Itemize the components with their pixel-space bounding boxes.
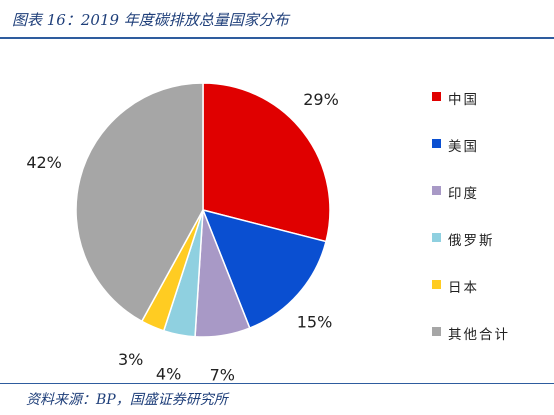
pie-label-russia: 4% [156, 365, 181, 384]
pie-label-india: 7% [210, 366, 235, 385]
pie-label-japan: 3% [118, 350, 143, 369]
legend-swatch-india [432, 186, 441, 195]
pie-labels: 29% 15% 7% 4% 3% 42% [26, 90, 338, 384]
source-rule [0, 383, 554, 384]
legend-item-usa: 美国 [432, 135, 510, 182]
pie-slice-others [75, 82, 204, 323]
title-rule [0, 37, 554, 39]
legend-swatch-china [432, 92, 441, 101]
pie-label-others: 42% [26, 153, 62, 172]
legend-item-india: 印度 [432, 182, 510, 229]
legend-label-india: 印度 [448, 186, 479, 202]
legend: 中国 美国 印度 俄罗斯 日本 其他合计 [432, 88, 510, 370]
legend-label-china: 中国 [448, 92, 479, 108]
legend-swatch-japan [432, 280, 441, 289]
legend-label-usa: 美国 [448, 139, 479, 155]
legend-swatch-usa [432, 139, 441, 148]
legend-item-japan: 日本 [432, 276, 510, 323]
legend-label-japan: 日本 [448, 280, 479, 296]
legend-label-russia: 俄罗斯 [448, 233, 495, 249]
source-note: 资料来源：BP，国盛证券研究所 [26, 392, 228, 408]
legend-item-china: 中国 [432, 88, 510, 135]
legend-item-others: 其他合计 [432, 323, 510, 370]
legend-swatch-others [432, 327, 441, 336]
chart-title: 图表 16：2019 年度碳排放总量国家分布 [12, 11, 289, 29]
pie-slices [75, 82, 331, 338]
legend-item-russia: 俄罗斯 [432, 229, 510, 276]
pie-slice-china [202, 82, 331, 243]
pie-label-china: 29% [303, 90, 339, 109]
pie-slice-usa [201, 208, 327, 330]
legend-label-others: 其他合计 [448, 327, 510, 343]
legend-swatch-russia [432, 233, 441, 242]
pie-label-usa: 15% [297, 313, 333, 332]
